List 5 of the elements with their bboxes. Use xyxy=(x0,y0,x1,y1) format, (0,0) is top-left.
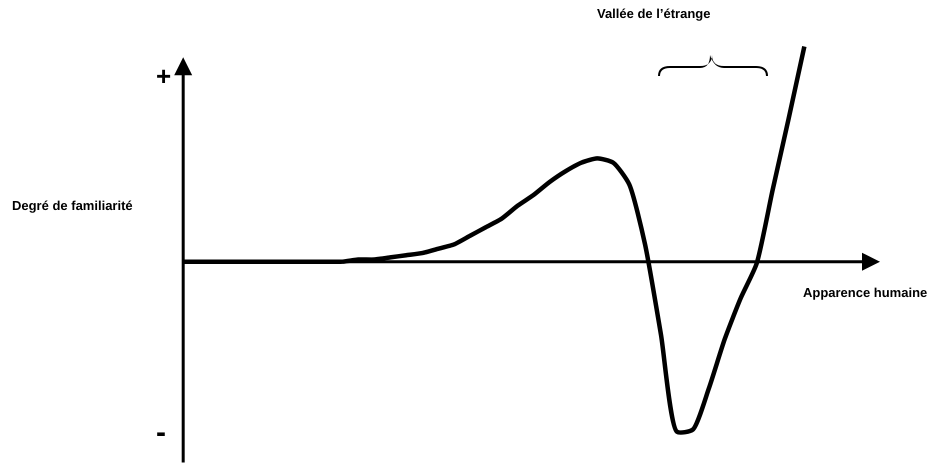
x-axis-title: Apparence humaine xyxy=(803,285,928,300)
text: - xyxy=(156,416,166,449)
text: + xyxy=(156,61,172,91)
y-axis-title: Degré de familiarité xyxy=(12,198,133,213)
text: Vallée de l’étrange xyxy=(597,6,710,21)
